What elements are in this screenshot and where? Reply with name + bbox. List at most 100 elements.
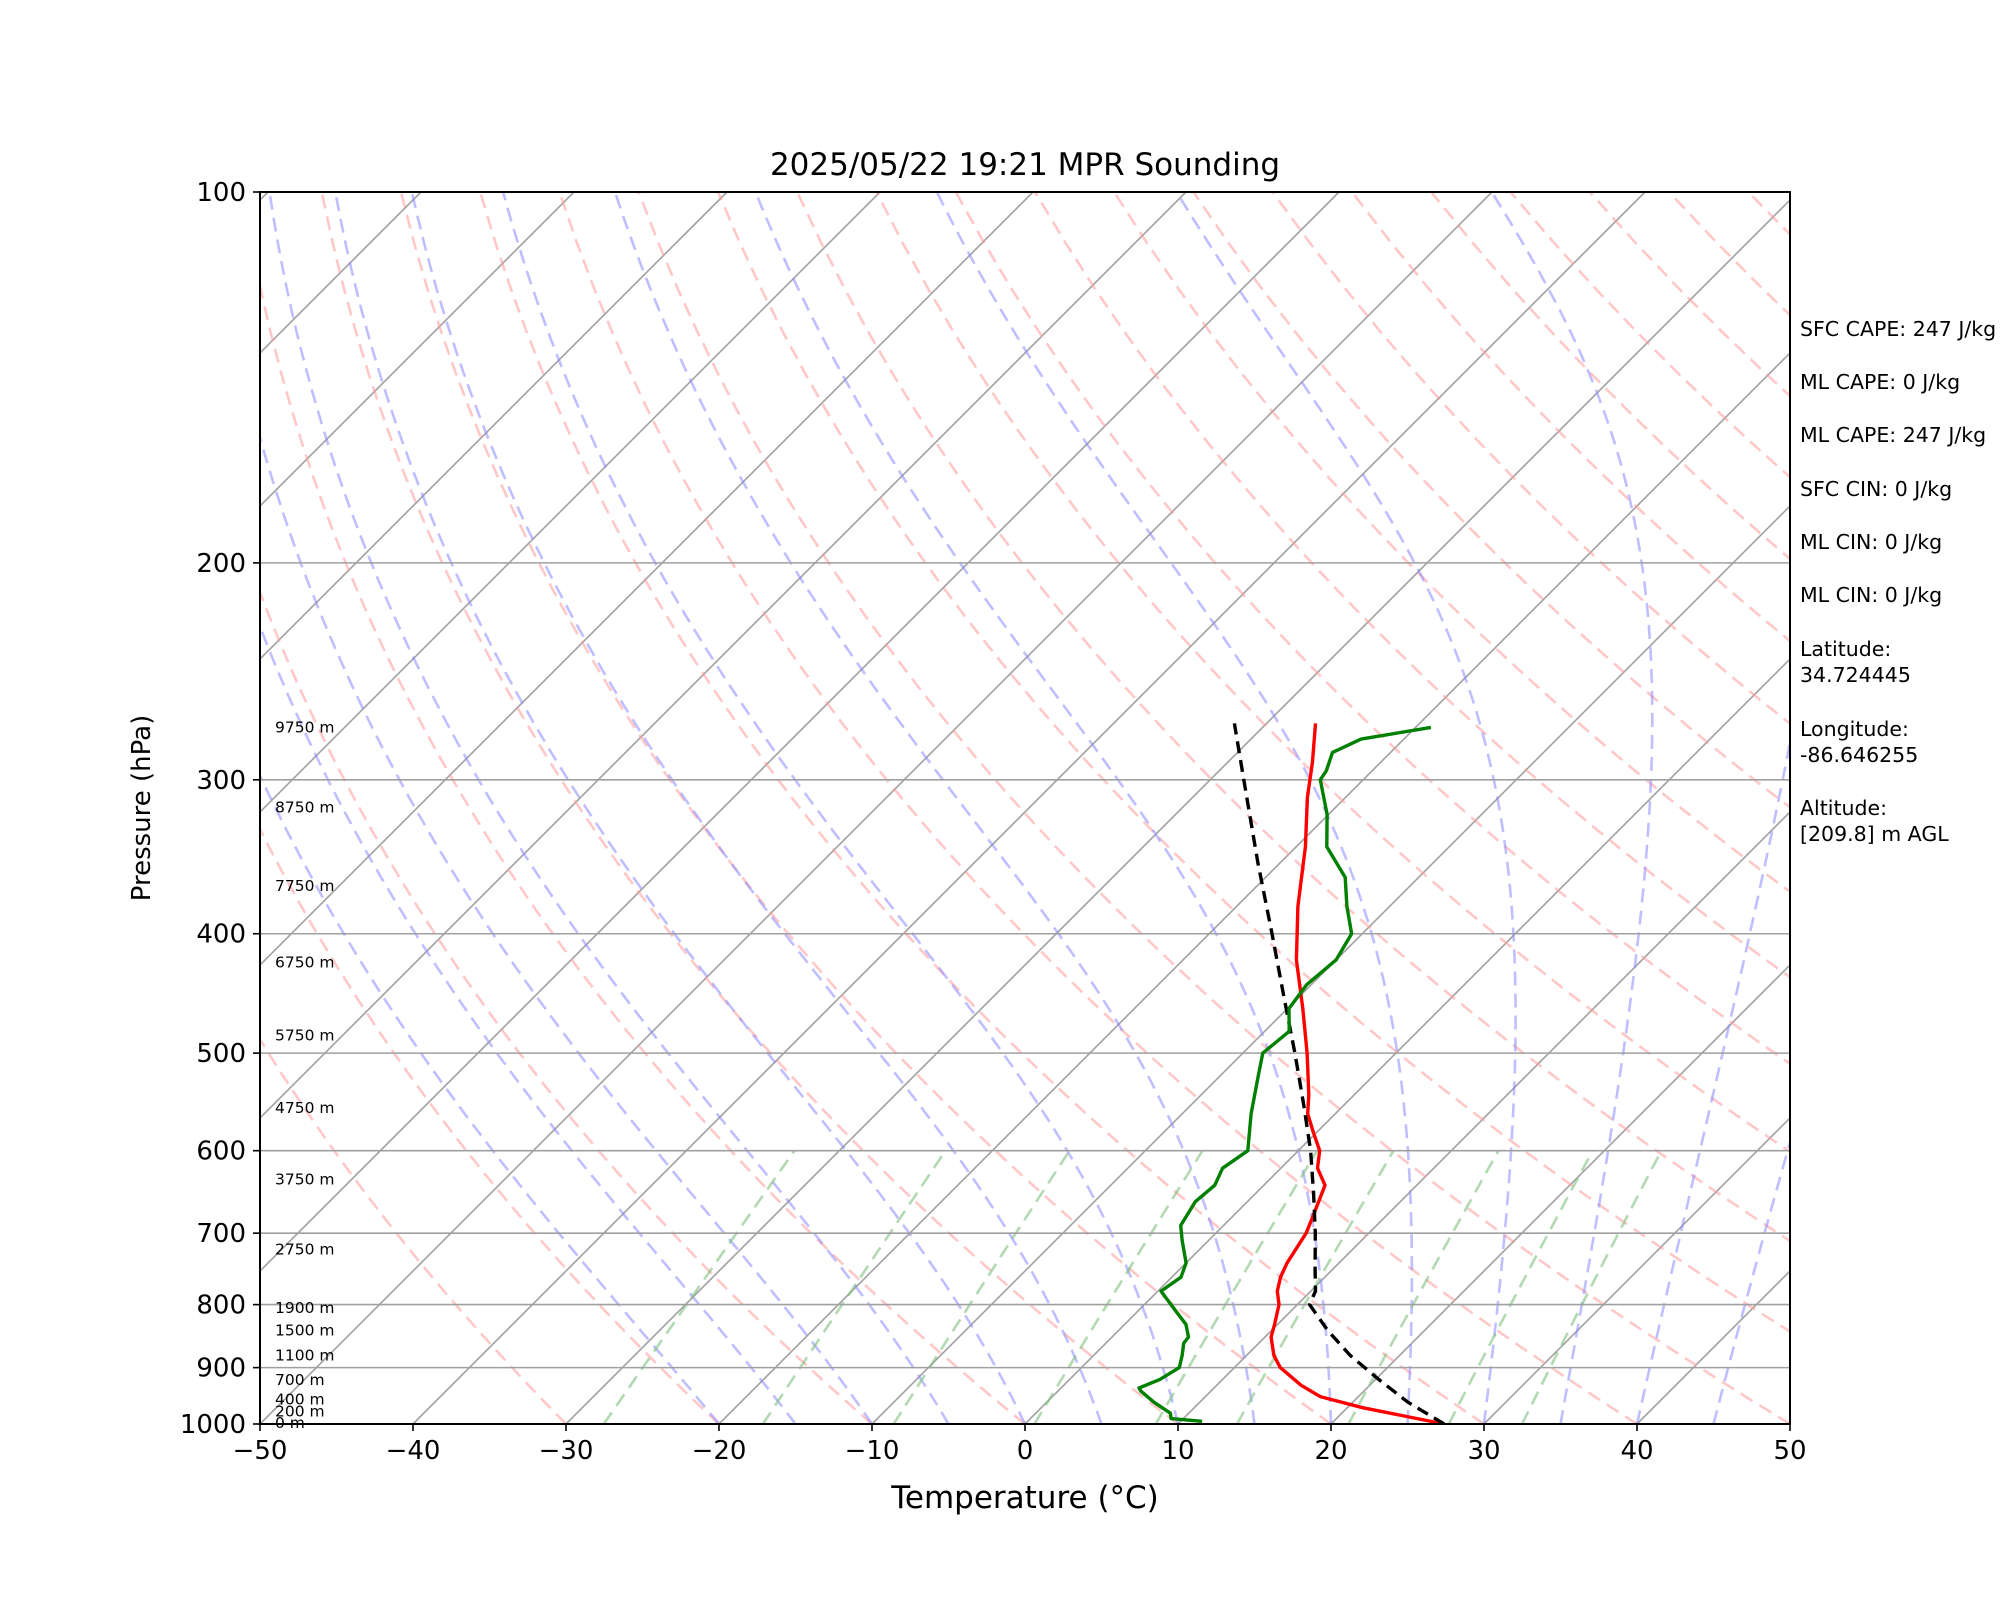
moist-adiabat-line (1712, 1137, 1790, 1424)
dry-adiabat-line (260, 1036, 567, 1424)
dry-adiabat-line (875, 192, 1790, 1154)
height-label: 700 m (275, 1371, 325, 1389)
isotherm-line (260, 192, 1187, 1120)
x-tick-label: −30 (539, 1436, 594, 1466)
dry-adiabat-line (478, 192, 1485, 1424)
dry-adiabat-line (1033, 192, 1790, 979)
moist-adiabat-line (1490, 192, 1654, 1424)
dry-adiabat-line (716, 192, 1790, 1334)
dry-adiabat-line (1113, 192, 1790, 894)
dry-adiabat-line (558, 192, 1638, 1424)
y-tick-label: 300 (196, 766, 246, 796)
x-tick-label: −50 (233, 1436, 288, 1466)
x-axis-ticks: −50 −40 −30 −20 −10 0 10 20 30 40 50 (233, 1424, 1807, 1466)
dry-adiabat-line (399, 192, 1332, 1424)
isotherm-line (260, 192, 1034, 967)
moist-adiabat-line (334, 192, 1027, 1424)
height-label: 3750 m (275, 1170, 334, 1188)
x-tick-label: 50 (1773, 1436, 1806, 1466)
dry-adiabat-line (260, 588, 873, 1424)
height-label: 8750 m (275, 799, 334, 817)
stat-sfc-cin: SFC CIN: 0 J/kg (1800, 477, 1953, 501)
dry-adiabat-line (796, 192, 1790, 1243)
isotherm-line (1024, 657, 1790, 1424)
isotherm-line (565, 198, 1790, 1424)
isotherm-line (412, 192, 1646, 1424)
x-axis-label: Temperature (°C) (890, 1480, 1159, 1516)
y-tick-label: 500 (196, 1039, 246, 1069)
height-label: 1100 m (275, 1347, 334, 1365)
moist-adiabat-line (1175, 192, 1517, 1424)
moist-adiabat-line (613, 192, 1256, 1424)
y-tick-label: 900 (196, 1354, 246, 1384)
x-tick-label: 30 (1467, 1436, 1500, 1466)
moist-adiabat-line (260, 772, 721, 1424)
height-label: 200 m (275, 1403, 325, 1421)
height-label: 5750 m (275, 1027, 334, 1045)
sounding-series (1137, 723, 1446, 1424)
x-tick-label: 20 (1314, 1436, 1347, 1466)
isotherm-line (871, 504, 1790, 1424)
y-tick-label: 100 (196, 178, 246, 208)
y-tick-label: 600 (196, 1137, 246, 1167)
isotherm-line (260, 192, 728, 661)
x-tick-label: 40 (1620, 1436, 1653, 1466)
height-label: 7750 m (275, 877, 334, 895)
x-tick-label: −10 (845, 1436, 900, 1466)
moist-adiabat-line (260, 432, 874, 1424)
y-tick-label: 400 (196, 920, 246, 950)
moist-adiabat-line (410, 192, 1103, 1424)
dewpoint-line (1137, 725, 1432, 1423)
dry-adiabat-line (1271, 192, 1790, 726)
height-label: 400 m (275, 1390, 325, 1408)
parcel-path-line (1232, 723, 1446, 1424)
y-tick-label: 800 (196, 1291, 246, 1321)
stat-ml-cin: ML CIN: 0 J/kg (1800, 530, 1943, 554)
y-axis-label: Pressure (hPa) (127, 715, 157, 902)
height-label: 6750 m (275, 953, 334, 971)
stat-latitude: Latitude: 34.724445 (1800, 637, 1911, 687)
stat-altitude: Altitude: [209.8] m AGL (1800, 796, 1949, 846)
dry-adiabat-line (260, 826, 720, 1424)
moist-adiabat-line (260, 623, 797, 1424)
dry-adiabat-line (637, 192, 1790, 1424)
y-tick-label: 200 (196, 549, 246, 579)
x-tick-label: −20 (692, 1436, 747, 1466)
isotherm-line (1483, 1116, 1790, 1424)
background-lines (260, 192, 1790, 1424)
height-label: 9750 m (275, 718, 334, 736)
height-label: 4750 m (275, 1099, 334, 1117)
height-label: 0 m (275, 1414, 305, 1432)
height-label: 1900 m (275, 1299, 334, 1317)
isotherm-line (260, 192, 1340, 1273)
x-tick-label: 0 (1017, 1436, 1034, 1466)
y-tick-label: 700 (196, 1219, 246, 1249)
stat-ml-cin-2: ML CIN: 0 J/kg (1800, 583, 1943, 607)
isotherm-line (1177, 810, 1790, 1424)
height-label: 2750 m (275, 1241, 334, 1259)
dry-adiabat-line (1192, 192, 1790, 809)
chart-title: 2025/05/22 19:21 MPR Sounding (770, 147, 1280, 183)
stat-sfc-cape: SFC CAPE: 247 J/kg (1800, 317, 1997, 341)
isotherm-line (718, 351, 1790, 1424)
isotherm-line (260, 192, 1493, 1424)
dry-adiabat-line (260, 279, 1026, 1424)
y-tick-label: 1000 (180, 1410, 246, 1440)
dry-adiabat-line (320, 192, 1179, 1424)
moist-adiabat-line (268, 192, 950, 1424)
y-axis-ticks: 100 200 300 400 500 600 700 800 900 1000 (180, 178, 260, 1440)
isotherm-line (260, 192, 575, 508)
height-label: 1500 m (275, 1322, 334, 1340)
isotherm-line (1330, 963, 1790, 1424)
temperature-line (1269, 723, 1445, 1424)
isobar-gridlines (260, 192, 1790, 1424)
dry-adiabat-line (954, 192, 1790, 1066)
stat-ml-cape-2: ML CAPE: 247 J/kg (1800, 423, 1987, 447)
moist-adiabat-line (935, 192, 1414, 1424)
isotherm-line (260, 192, 881, 814)
moist-adiabat-line (501, 192, 1180, 1424)
stat-ml-cape: ML CAPE: 0 J/kg (1800, 370, 1961, 394)
